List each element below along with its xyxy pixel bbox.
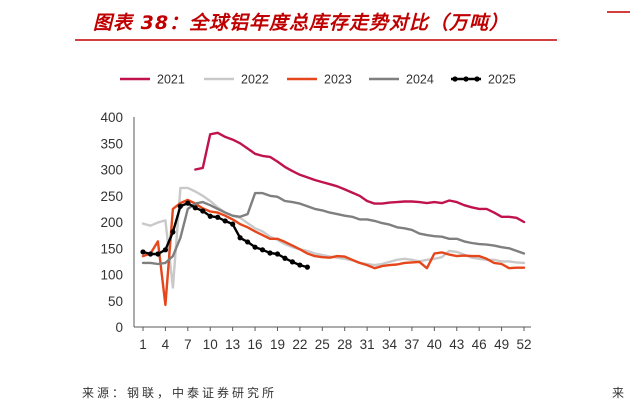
series-point-2025 — [282, 255, 288, 261]
legend: 2021 2022 2023 2024 2025 — [120, 73, 516, 87]
x-tick-label: 31 — [360, 337, 375, 352]
legend-label: 2024 — [406, 73, 434, 87]
series-point-2025 — [155, 251, 161, 257]
series-group — [140, 131, 526, 307]
chart-title: 图表 38：全球铝年度总库存走势对比（万吨） — [93, 12, 510, 34]
series-line-2023 — [141, 198, 526, 307]
y-tick-label: 400 — [100, 110, 123, 125]
x-tick-label: 25 — [315, 337, 330, 352]
y-tick-label: 50 — [108, 294, 123, 309]
x-tick-label: 46 — [472, 337, 487, 352]
series-point-2025 — [237, 235, 243, 241]
series-point-2025 — [289, 259, 296, 265]
series-point-2025 — [244, 239, 251, 245]
legend-swatch-marker — [474, 76, 480, 82]
series-line-2024 — [141, 191, 526, 266]
series-point-2025 — [267, 250, 273, 256]
series-point-2025 — [230, 221, 236, 227]
legend-item-2024: 2024 — [369, 73, 434, 87]
series-point-2025 — [304, 264, 310, 270]
series-point-2025 — [170, 229, 176, 235]
source-note: 来源：钢联，中泰证券研究所 — [82, 386, 278, 400]
legend-item-2025: 2025 — [451, 73, 516, 87]
x-tick-label: 43 — [449, 337, 464, 352]
y-tick-label: 350 — [100, 136, 123, 151]
adjacent-panel-source-fragment: 来 — [612, 386, 625, 400]
series-point-2025 — [215, 214, 221, 220]
x-tick-label: 40 — [427, 337, 442, 352]
legend-item-2023: 2023 — [287, 73, 352, 87]
legend-swatch-marker — [452, 76, 458, 82]
y-tick-label: 300 — [100, 163, 123, 178]
y-tick-label: 200 — [100, 215, 123, 230]
y-tick-label: 100 — [100, 268, 123, 283]
x-tick-label: 28 — [337, 337, 352, 352]
x-tick-label: 34 — [382, 337, 398, 352]
series-point-2025 — [200, 208, 206, 214]
x-tick-label: 22 — [292, 337, 307, 352]
x-tick-label: 16 — [248, 337, 263, 352]
x-tick-label: 52 — [516, 337, 531, 352]
x-tick-label: 13 — [225, 337, 240, 352]
x-tick-label: 10 — [203, 337, 218, 352]
series-point-2025 — [192, 205, 198, 211]
series-point-2025 — [162, 247, 169, 253]
series-point-2025 — [185, 200, 191, 206]
x-tick-label: 1 — [139, 337, 147, 352]
series-point-2025 — [177, 203, 183, 209]
legend-label: 2021 — [157, 73, 185, 87]
x-tick-label: 49 — [494, 337, 509, 352]
series-point-2025 — [259, 247, 266, 253]
legend-label: 2023 — [324, 73, 352, 87]
x-tick-label: 37 — [404, 337, 419, 352]
legend-swatch-marker — [463, 76, 469, 82]
legend-item-2021: 2021 — [120, 73, 185, 87]
legend-label: 2025 — [488, 73, 516, 87]
y-tick-label: 150 — [100, 241, 123, 256]
y-tick-label: 0 — [115, 320, 123, 335]
legend-item-2022: 2022 — [204, 73, 269, 87]
legend-label: 2022 — [241, 73, 269, 87]
series-point-2025 — [297, 262, 303, 268]
series-point-2025 — [274, 251, 281, 257]
x-tick-label: 4 — [162, 337, 170, 352]
series-line-2021 — [194, 131, 526, 224]
x-tick-label: 19 — [270, 337, 285, 352]
series-point-2025 — [207, 213, 213, 219]
y-tick-label: 250 — [100, 189, 123, 204]
series-point-2025 — [222, 218, 228, 224]
x-tick-labels: 1 4 7 10 13 16 19 22 25 28 31 34 37 40 43 46 49 52 — [139, 327, 532, 352]
series-point-2025 — [252, 244, 258, 250]
x-tick-label: 7 — [184, 337, 192, 352]
series-point-2025 — [147, 251, 154, 257]
series-point-2025 — [140, 249, 146, 255]
y-tick-labels: 0 50 100 150 200 250 300 350 400 — [100, 110, 123, 335]
